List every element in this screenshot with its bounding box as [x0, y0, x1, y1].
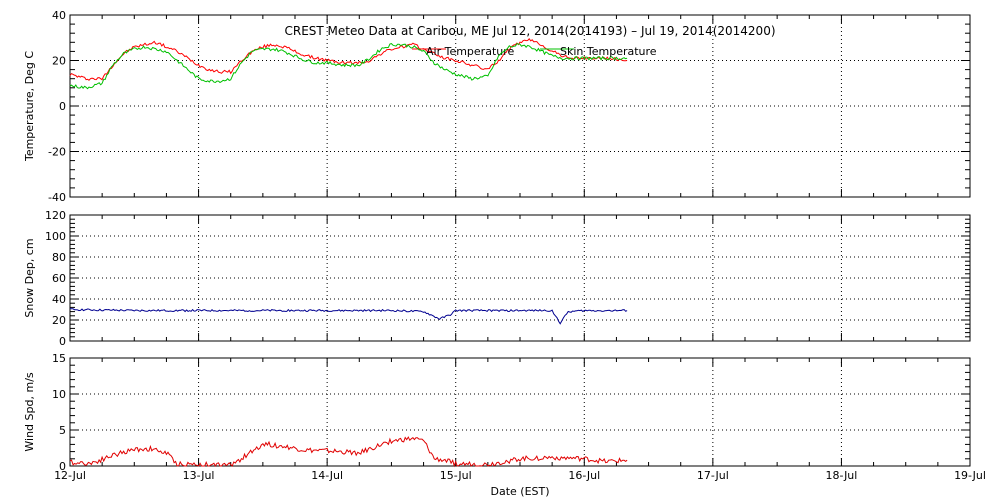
- y-tick-label: 20: [52, 314, 66, 327]
- y-axis-title: Temperature, Deg C: [23, 51, 36, 162]
- panel-frame: [69, 357, 971, 467]
- y-tick-label: -40: [48, 191, 66, 204]
- panel-1: -40 -20 0 20 40 Temperature, Deg C Air Tempera…: [23, 9, 971, 204]
- y-tick-label: 20: [52, 55, 66, 68]
- series-line-1-1: [69, 38, 628, 81]
- panel-2: 0 20 40 60 80 100 120 Snow Dep, cm: [23, 209, 971, 348]
- y-axis-title: Wind Spd, m/s: [23, 372, 36, 452]
- x-tick-label: 13-Jul: [183, 469, 215, 482]
- x-tick-label: 14-Jul: [311, 469, 343, 482]
- series-line-3-1: [69, 436, 628, 468]
- x-axis-title: Date (EST): [490, 485, 549, 498]
- y-tick-label: 0: [59, 100, 66, 113]
- y-tick-label: 40: [52, 9, 66, 22]
- panel-3: 0 5 10 15 Wind Spd, m/s: [23, 352, 971, 473]
- series-line-1-2: [69, 43, 628, 90]
- y-tick-label: 5: [59, 424, 66, 437]
- x-tick-label: 12-Jul: [54, 469, 86, 482]
- x-tick-label: 18-Jul: [825, 469, 857, 482]
- panel-frame: [69, 214, 971, 342]
- legend-label: Air Temperature: [426, 45, 515, 58]
- y-tick-label: 80: [52, 251, 66, 264]
- y-tick-label: 10: [52, 388, 66, 401]
- y-axis-title: Snow Dep, cm: [23, 238, 36, 317]
- legend-label: Skin Temperature: [560, 45, 657, 58]
- y-tick-label: 15: [52, 352, 66, 365]
- y-tick-label: 120: [45, 209, 66, 222]
- x-tick-label: 16-Jul: [568, 469, 600, 482]
- panels-layer: -40 -20 0 20 40 Temperature, Deg C Air Tempera…: [23, 9, 986, 482]
- y-tick-label: 0: [59, 460, 66, 473]
- y-tick-label: 40: [52, 293, 66, 306]
- x-tick-label: 17-Jul: [697, 469, 729, 482]
- y-tick-label: 100: [45, 230, 66, 243]
- chart-title: CREST Meteo Data at Caribou, ME Jul 12, …: [284, 24, 775, 38]
- y-tick-label: 60: [52, 272, 66, 285]
- x-tick-label: 19-Jul: [954, 469, 986, 482]
- y-tick-label: -20: [48, 146, 66, 159]
- y-tick-label: 0: [59, 335, 66, 348]
- series-line-2-1: [69, 308, 628, 325]
- x-tick-label: 15-Jul: [440, 469, 472, 482]
- panel-frame: [69, 14, 971, 198]
